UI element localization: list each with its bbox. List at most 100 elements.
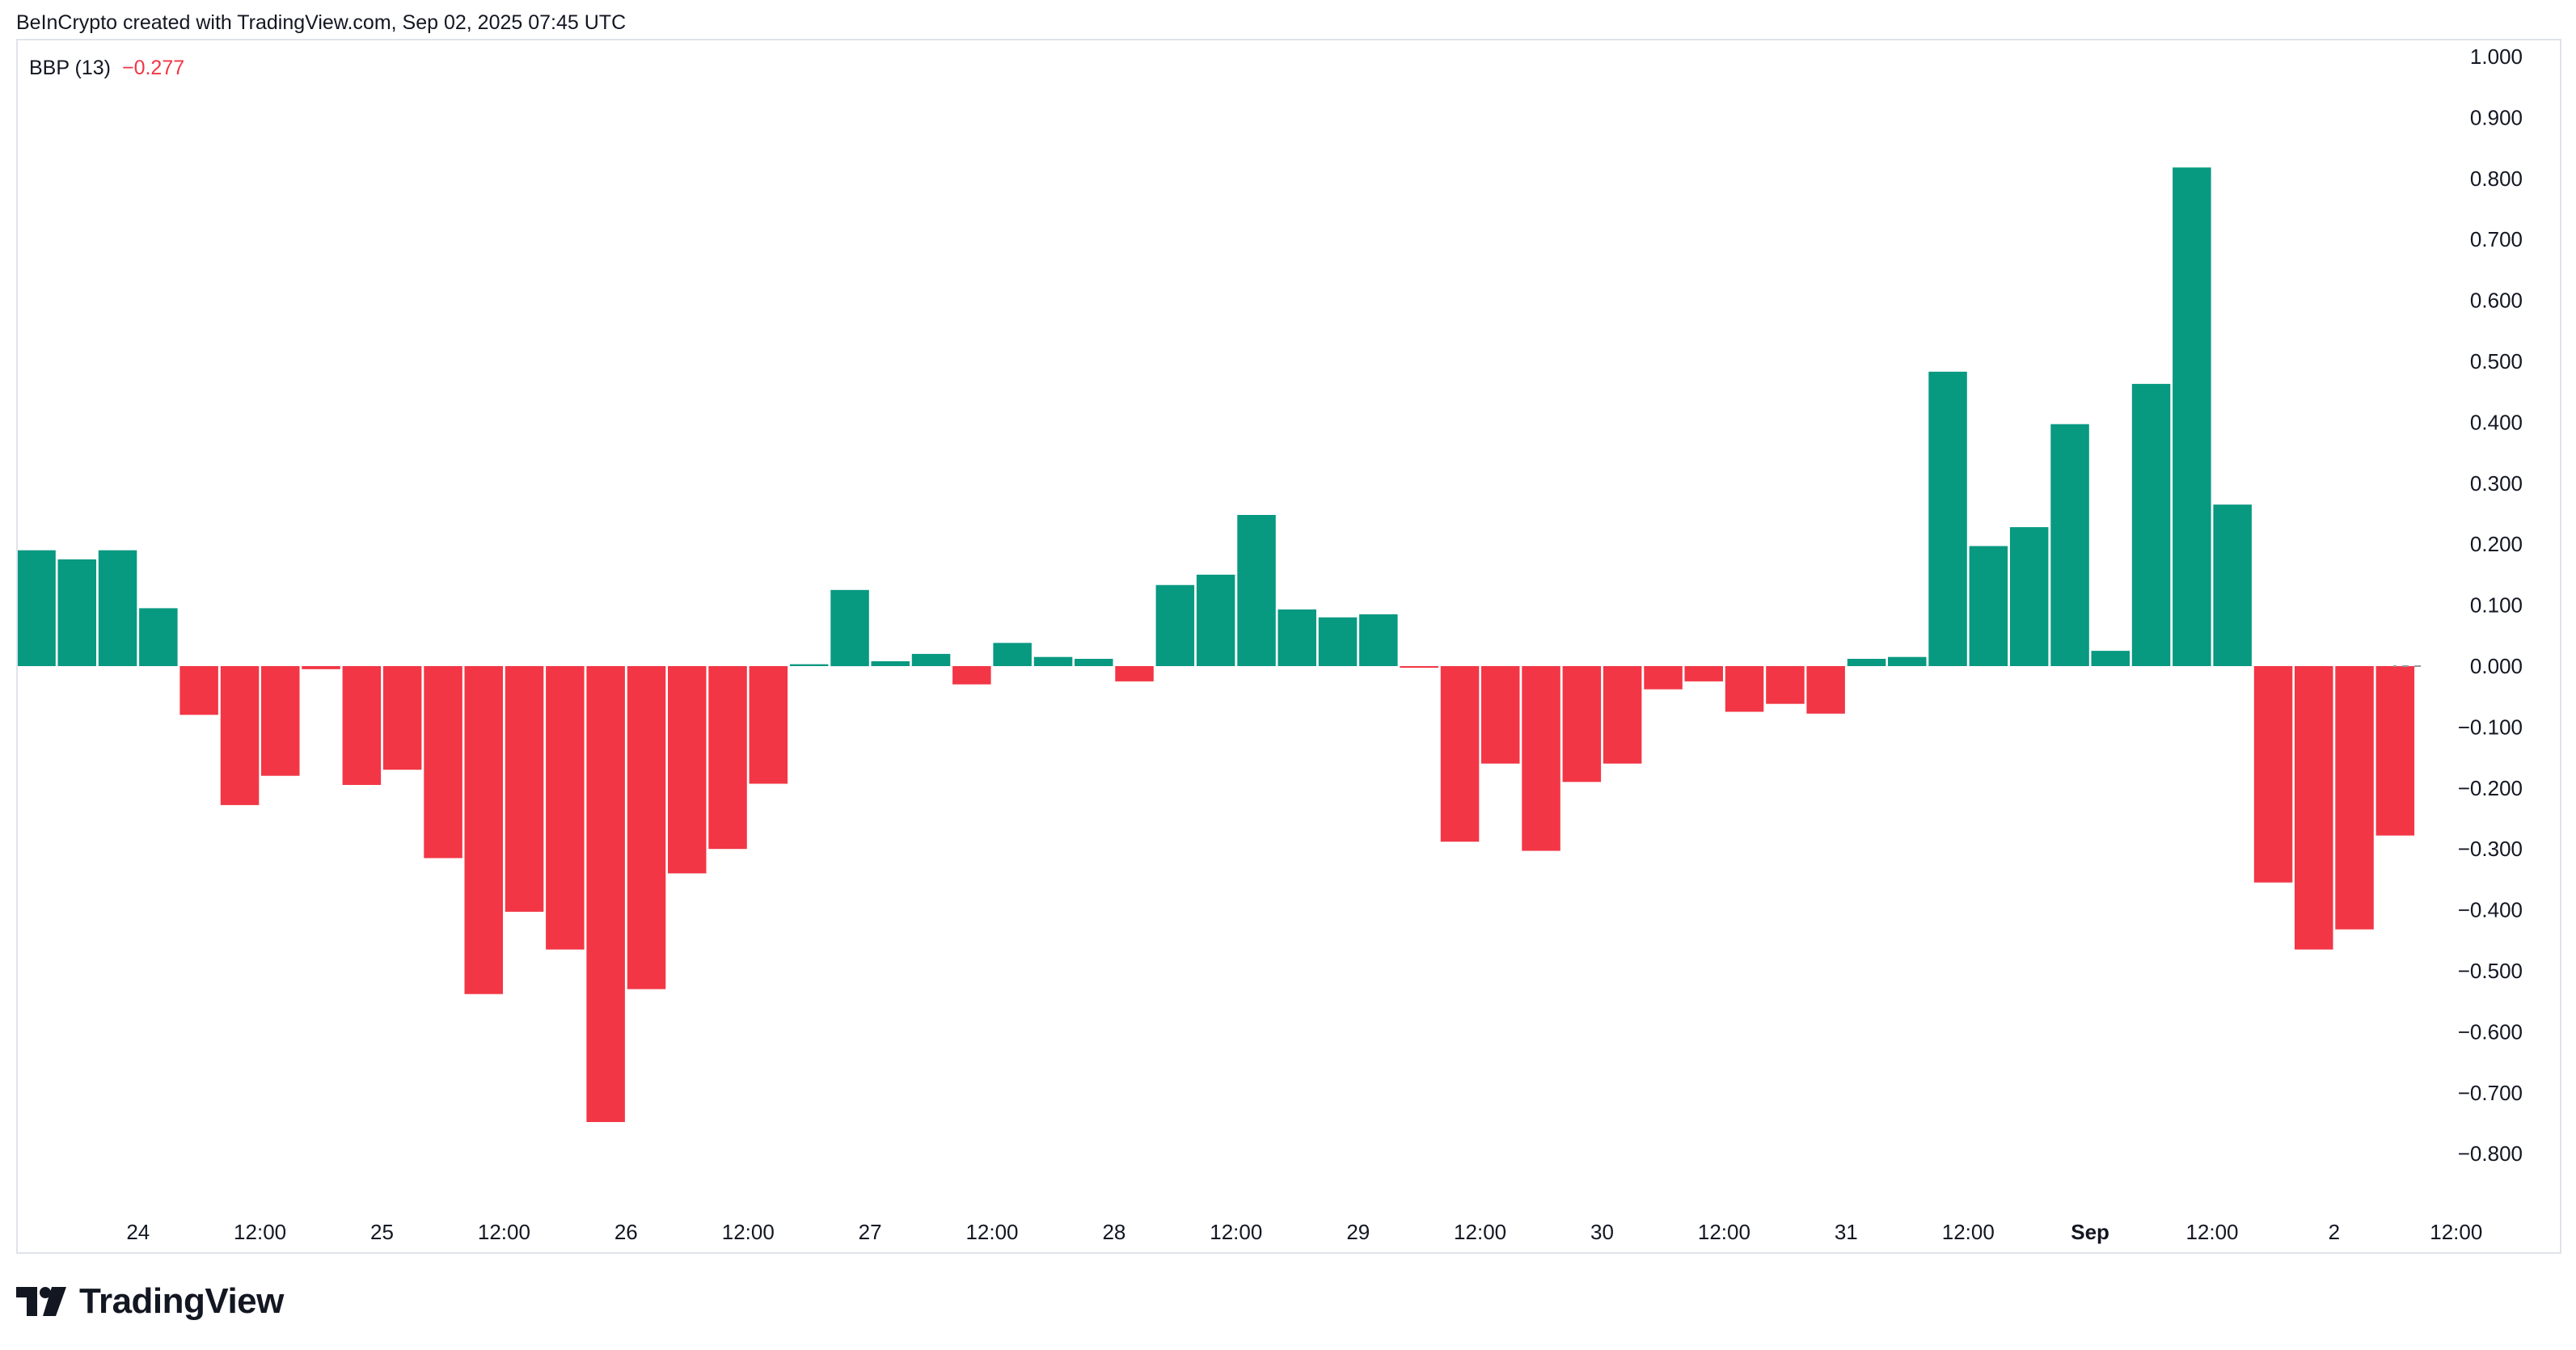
y-tick-label: 0.700	[2470, 227, 2523, 251]
chart-credit: BeInCrypto created with TradingView.com,…	[16, 11, 627, 34]
histogram-bar[interactable]	[1075, 659, 1113, 666]
histogram-bar[interactable]	[627, 666, 666, 989]
histogram-bar[interactable]	[1277, 609, 1317, 666]
histogram-bar[interactable]	[789, 664, 829, 666]
y-tick-label: −0.800	[2458, 1141, 2523, 1166]
y-tick-label: 0.000	[2470, 654, 2523, 678]
histogram-bar[interactable]	[1400, 666, 1438, 668]
histogram-bar[interactable]	[342, 666, 382, 785]
x-tick-label: 28	[1102, 1220, 1125, 1244]
y-tick-label: 0.400	[2470, 410, 2523, 434]
histogram-bar[interactable]	[2050, 424, 2089, 666]
histogram-bar[interactable]	[1481, 666, 1520, 764]
histogram-bar[interactable]	[830, 589, 869, 667]
x-tick-label: 12:00	[2430, 1220, 2482, 1244]
histogram-bar[interactable]	[1033, 656, 1073, 666]
histogram-bar[interactable]	[1440, 666, 1480, 842]
y-tick-label: 0.600	[2470, 289, 2523, 313]
tradingview-brand[interactable]: TradingView	[16, 1281, 284, 1322]
x-tick-label: 27	[859, 1220, 882, 1244]
histogram-bar[interactable]	[505, 666, 544, 912]
y-tick-label: 0.300	[2470, 471, 2523, 496]
histogram-bar[interactable]	[382, 666, 422, 770]
histogram-bar[interactable]	[98, 550, 137, 666]
histogram-bar[interactable]	[1155, 584, 1195, 666]
histogram-bar[interactable]	[424, 666, 462, 859]
histogram-bar[interactable]	[2131, 383, 2171, 666]
histogram-bar[interactable]	[871, 661, 910, 666]
histogram-bar[interactable]	[952, 666, 991, 685]
histogram-bar[interactable]	[302, 666, 340, 669]
tradingview-wordmark: TradingView	[79, 1281, 284, 1321]
histogram-bar[interactable]	[2295, 666, 2333, 950]
histogram-bar[interactable]	[1603, 666, 1642, 764]
x-tick-label: 26	[614, 1220, 638, 1244]
y-tick-label: 0.500	[2470, 349, 2523, 373]
histogram-bar[interactable]	[1928, 371, 1967, 666]
histogram-bar[interactable]	[18, 550, 56, 666]
x-tick-label: Sep	[2071, 1220, 2109, 1244]
y-tick-label: 0.800	[2470, 167, 2523, 191]
histogram-bar[interactable]	[2253, 666, 2293, 883]
y-tick-label: −0.500	[2458, 959, 2523, 983]
histogram-bar[interactable]	[1522, 666, 1560, 851]
histogram-bar[interactable]	[1115, 666, 1154, 681]
histogram-bar[interactable]	[1196, 574, 1235, 666]
histogram-bar[interactable]	[261, 666, 300, 776]
y-axis: 1.000 0.900 0.800 0.700 0.600 0.500 0.400 0.300…	[2458, 44, 2523, 1166]
histogram-bar[interactable]	[1562, 666, 1602, 783]
histogram-bar[interactable]	[2213, 504, 2252, 666]
histogram-bar[interactable]	[1725, 666, 1764, 712]
x-tick-label: 25	[370, 1220, 394, 1244]
histogram-bar[interactable]	[1766, 666, 1805, 704]
histogram-bars	[18, 167, 2415, 1122]
histogram-bar[interactable]	[1684, 666, 1724, 681]
histogram-bar[interactable]	[1847, 659, 1886, 666]
y-tick-label: 0.200	[2470, 532, 2523, 556]
x-tick-label: 29	[1346, 1220, 1370, 1244]
histogram-bar[interactable]	[1644, 666, 1683, 690]
histogram-bar[interactable]	[911, 653, 951, 666]
y-tick-label: −0.700	[2458, 1081, 2523, 1105]
histogram-bar[interactable]	[1806, 666, 1845, 714]
histogram-bar[interactable]	[2375, 666, 2415, 836]
histogram-bar[interactable]	[179, 666, 218, 715]
x-tick-label: 12:00	[1942, 1220, 1995, 1244]
histogram-bar[interactable]	[668, 666, 707, 874]
histogram-bar[interactable]	[2173, 167, 2211, 666]
indicator-legend[interactable]: BBP (13) −0.277	[29, 57, 184, 80]
histogram-bar[interactable]	[1888, 656, 1927, 666]
chart-frame	[16, 39, 2561, 1254]
histogram-bar[interactable]	[2091, 651, 2130, 666]
histogram-bar[interactable]	[708, 666, 747, 850]
histogram-bar[interactable]	[139, 608, 178, 666]
histogram-bar[interactable]	[57, 559, 97, 666]
histogram-bar[interactable]	[2335, 666, 2374, 930]
y-tick-label: −0.300	[2458, 837, 2523, 861]
x-axis: 24 12:00 25 12:00 26 12:00 27 12:00 28 12:00 29 12:…	[126, 1220, 2482, 1244]
histogram-bar[interactable]	[1969, 546, 2008, 667]
histogram-bar[interactable]	[2009, 527, 2049, 666]
x-tick-label: 12:00	[965, 1220, 1018, 1244]
indicator-value: −0.277	[121, 57, 185, 79]
histogram-bar[interactable]	[586, 666, 625, 1122]
x-tick-label: 30	[1590, 1220, 1614, 1244]
x-tick-label: 12:00	[1210, 1220, 1262, 1244]
x-tick-label: 12:00	[478, 1220, 530, 1244]
x-tick-label: 12:00	[234, 1220, 286, 1244]
y-tick-label: 1.000	[2470, 44, 2523, 69]
histogram-bar[interactable]	[464, 666, 504, 994]
histogram-bar[interactable]	[749, 666, 788, 784]
tradingview-logo-icon	[16, 1287, 66, 1316]
x-tick-label: 12:00	[1698, 1220, 1750, 1244]
histogram-bar[interactable]	[546, 666, 585, 950]
histogram-bar[interactable]	[993, 643, 1032, 666]
histogram-bar[interactable]	[1359, 614, 1398, 666]
y-tick-label: 0.900	[2470, 105, 2523, 129]
y-tick-label: −0.100	[2458, 715, 2523, 739]
histogram-bar[interactable]	[1237, 515, 1276, 666]
histogram-bar[interactable]	[1318, 617, 1358, 666]
histogram-bar[interactable]	[220, 666, 260, 805]
